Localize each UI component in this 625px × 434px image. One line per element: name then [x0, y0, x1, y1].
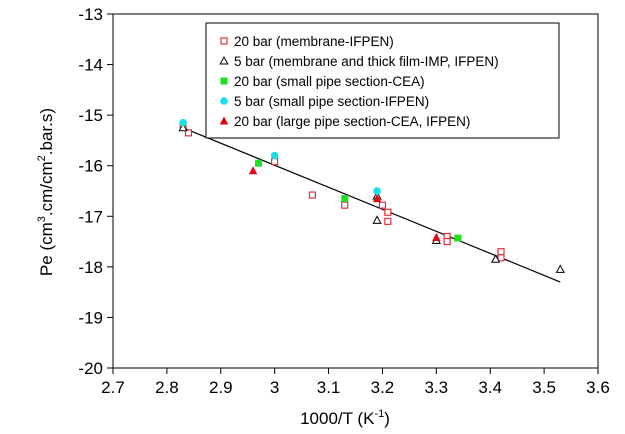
- legend-marker-2: [219, 55, 229, 65]
- x-tick-label: 2.8: [155, 378, 179, 397]
- x-tick-label: 3.3: [425, 378, 449, 397]
- legend-marker-3: [220, 77, 228, 85]
- data-point-series-5: [432, 233, 441, 242]
- y-tick-label: -15: [78, 106, 103, 125]
- data-point-series-3: [341, 195, 349, 203]
- legend-label: 5 bar (small pipe section-IFPEN): [234, 94, 429, 109]
- legend-label: 20 bar (large pipe section-CEA, IFPEN): [234, 114, 470, 129]
- x-tick-label: 3.5: [532, 378, 556, 397]
- legend-label: 5 bar (membrane and thick film-IMP, IFPE…: [234, 54, 499, 69]
- y-tick-label: -16: [78, 157, 103, 176]
- data-point-series-1: [184, 129, 192, 137]
- trendline: [182, 127, 561, 283]
- data-points: [178, 118, 565, 273]
- x-axis-title: 1000/T (K-1): [300, 408, 390, 428]
- x-tick-label: 2.9: [209, 378, 233, 397]
- legend-box: [205, 22, 560, 139]
- y-tick-label: -13: [78, 5, 103, 24]
- y-axis-title: Pe (cm3.cm/cm2.bar.s): [36, 108, 56, 276]
- legend-marker-1: [220, 37, 228, 45]
- data-point-series-1: [443, 238, 451, 246]
- data-point-series-1: [378, 201, 386, 209]
- legend-marker-5: [219, 116, 229, 125]
- x-tick-label: 2.7: [101, 378, 125, 397]
- x-tick-label: 3.4: [478, 378, 502, 397]
- x-tick-label: 3.6: [586, 378, 610, 397]
- data-point-series-2: [490, 254, 501, 263]
- x-tick-label: 3: [270, 378, 279, 397]
- data-point-series-1: [497, 254, 505, 262]
- data-point-series-1: [271, 158, 279, 166]
- y-tick-label: -20: [78, 359, 103, 378]
- x-tick-label: 3.2: [371, 378, 395, 397]
- y-tick-label: -14: [78, 56, 103, 75]
- data-point-series-3: [255, 159, 262, 167]
- legend-marker-4: [220, 97, 228, 105]
- x-tick-label: 3.1: [317, 378, 341, 397]
- legend-label: 20 bar (small pipe section-CEA): [234, 74, 425, 89]
- data-point-series-2: [178, 122, 188, 132]
- data-point-series-1: [308, 191, 316, 199]
- data-point-series-1: [341, 201, 349, 209]
- data-point-series-2: [555, 264, 565, 273]
- data-point-series-3: [454, 234, 462, 242]
- y-tick-label: -19: [78, 308, 103, 327]
- data-point-series-2: [372, 215, 382, 224]
- data-point-series-4: [373, 187, 381, 195]
- legend-label: 20 bar (membrane-IFPEN): [234, 34, 394, 49]
- data-point-series-4: [270, 151, 279, 160]
- y-tick-label: -18: [78, 258, 103, 277]
- data-point-series-4: [179, 118, 187, 127]
- data-point-series-5: [248, 166, 258, 175]
- data-point-series-1: [497, 248, 505, 256]
- legend: 20 bar (membrane-IFPEN) 5 bar (membrane a…: [205, 22, 560, 139]
- tick-labels: 2.7 2.8 2.9 3 3.1 3.2 3.3 3.4 3.5 3.6 -13 -14 -15 -16…: [78, 5, 609, 397]
- data-point-series-5: [372, 194, 382, 203]
- data-point-series-1: [384, 208, 392, 216]
- y-tick-label: -17: [78, 207, 103, 226]
- legend-items: 20 bar (membrane-IFPEN) 5 bar (membrane a…: [219, 34, 499, 129]
- data-point-series-1: [384, 217, 392, 225]
- axis-ticks: [107, 13, 599, 374]
